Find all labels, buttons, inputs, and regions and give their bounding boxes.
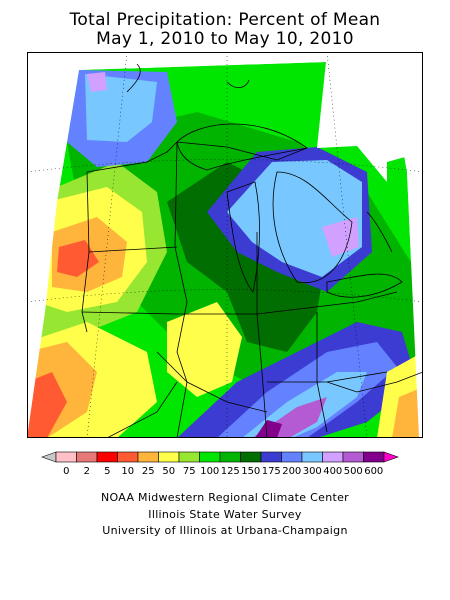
precip-zone-25-50-west [57, 240, 99, 277]
precip-zone-400-500-ne [322, 217, 359, 257]
outside-domain-ne-ontario [317, 52, 423, 182]
legend-low-arrow [41, 451, 57, 463]
state-boundaries [81, 141, 423, 438]
precip-zone-75-100-central [167, 302, 242, 397]
precip-zone-300-400-ne [227, 160, 362, 277]
legend-swatch [322, 451, 344, 463]
precip-zone-600-plus-se [255, 420, 282, 438]
legend-swatch [219, 451, 241, 463]
legend-swatch [199, 451, 221, 463]
legend-swatch [363, 451, 385, 463]
legend-swatch [178, 451, 200, 463]
legend-swatch [76, 451, 98, 463]
legend-tick-label: 10 [121, 466, 134, 477]
precipitation-map [27, 52, 423, 438]
legend-tick-label: 175 [262, 466, 281, 477]
legend-tick-label: 200 [282, 466, 301, 477]
legend-swatch [96, 451, 118, 463]
credit-uiuc: University of Illinois at Urbana-Champai… [102, 524, 348, 537]
legend-tick-label: 50 [162, 466, 175, 477]
legend-swatch [158, 451, 180, 463]
legend-tick-label: 600 [364, 466, 383, 477]
legend-tick-label: 125 [221, 466, 240, 477]
map-frame [27, 52, 423, 438]
credit-noaa: NOAA Midwestern Regional Climate Center [101, 491, 349, 504]
legend-swatch [55, 451, 77, 463]
credit-isws: Illinois State Water Survey [148, 508, 302, 521]
legend-high-arrow [383, 451, 399, 463]
precip-zone-400-500-nw [87, 72, 107, 92]
color-legend: 0 2 5 10 25 50 75 100 125 150 175 200 300 400 500 600 [41, 451, 399, 477]
legend-tick-label: 500 [344, 466, 363, 477]
legend-tick-label: 100 [200, 466, 219, 477]
map-gridlines [27, 52, 423, 438]
legend-tick-label: 2 [84, 466, 90, 477]
legend-swatch [260, 451, 282, 463]
precip-zone-50-75-se [392, 387, 423, 438]
legend-swatch [240, 451, 262, 463]
great-lakes-shoreline [126, 63, 403, 298]
legend-tick-label: 25 [142, 466, 155, 477]
legend-swatch [342, 451, 364, 463]
legend-tick-label: 5 [104, 466, 110, 477]
precip-zone-25-50-sw [27, 372, 67, 438]
legend-swatch [301, 451, 323, 463]
legend-swatch [117, 451, 139, 463]
legend-tick-label: 0 [63, 466, 69, 477]
legend-tick-label: 75 [183, 466, 196, 477]
outside-domain-west [27, 52, 79, 438]
legend-swatch [281, 451, 303, 463]
legend-swatch [137, 451, 159, 463]
legend-tick-label: 400 [323, 466, 342, 477]
legend-tick-label: 150 [241, 466, 260, 477]
map-title: Total Precipitation: Percent of Mean [69, 10, 381, 30]
map-date-range: May 1, 2010 to May 10, 2010 [96, 29, 354, 49]
legend-tick-label: 300 [303, 466, 322, 477]
